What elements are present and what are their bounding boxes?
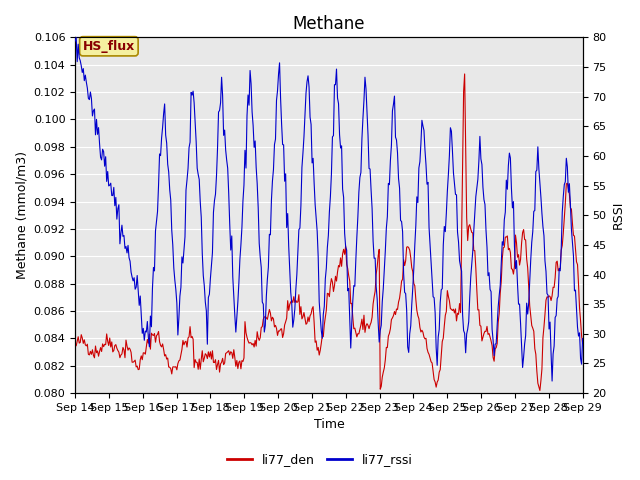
Title: Methane: Methane [292, 15, 365, 33]
Text: HS_flux: HS_flux [83, 40, 135, 53]
X-axis label: Time: Time [314, 419, 344, 432]
Y-axis label: RSSI: RSSI [612, 201, 625, 229]
Y-axis label: Methane (mmol/m3): Methane (mmol/m3) [15, 151, 28, 279]
Legend: li77_den, li77_rssi: li77_den, li77_rssi [222, 448, 418, 471]
